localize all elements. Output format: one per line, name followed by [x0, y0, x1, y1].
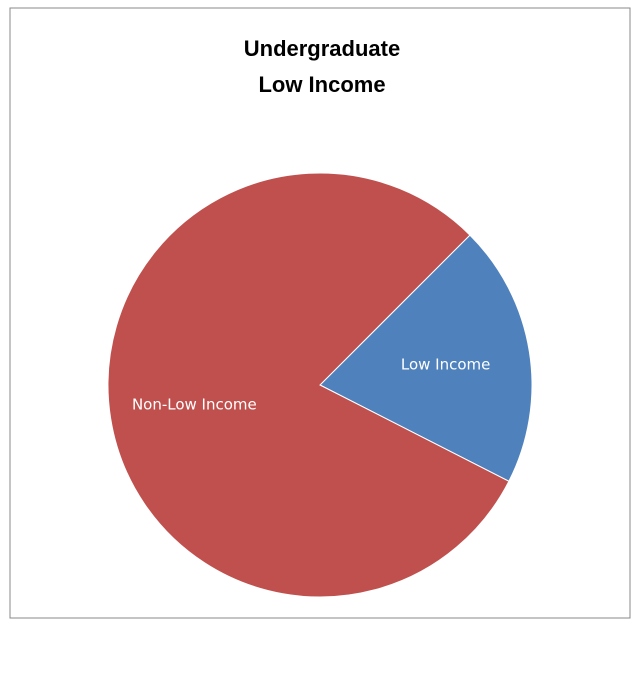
- chart-title: Low Income: [258, 72, 385, 97]
- pie-slice: [107, 172, 510, 598]
- slice-label: Non-Low Income: [132, 395, 257, 413]
- chart-title: Undergraduate: [244, 36, 400, 61]
- pie-slice: [319, 234, 533, 482]
- slice-label: Low Income: [401, 356, 491, 374]
